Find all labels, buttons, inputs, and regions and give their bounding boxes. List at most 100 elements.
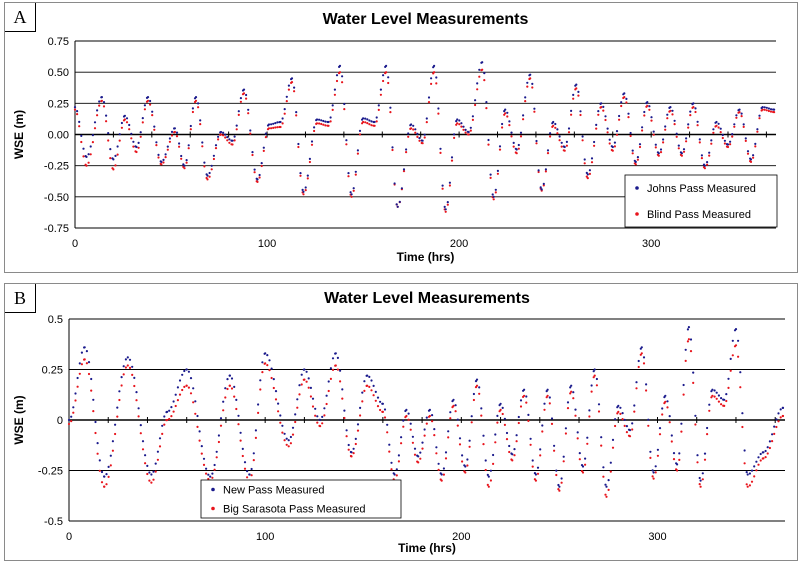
data-point (574, 408, 577, 411)
data-point (515, 152, 518, 155)
data-point (70, 420, 73, 423)
data-point (628, 429, 632, 432)
data-point (377, 108, 380, 111)
data-point (458, 119, 461, 122)
data-point (740, 115, 743, 118)
data-point (652, 477, 655, 480)
data-point (708, 154, 711, 157)
data-point (310, 143, 314, 146)
data-point (210, 168, 213, 171)
data-point (649, 456, 652, 459)
x-tick-label: 0 (66, 531, 72, 543)
data-point (98, 469, 101, 472)
data-point (512, 145, 515, 148)
data-point (358, 129, 362, 132)
data-point (496, 172, 499, 175)
data-point (672, 452, 676, 455)
data-point (249, 132, 252, 135)
data-point (343, 416, 346, 420)
data-point (170, 406, 173, 409)
data-point (197, 106, 200, 109)
data-point (689, 114, 692, 117)
data-point (100, 481, 104, 484)
data-point (553, 444, 556, 447)
data-point (475, 378, 479, 381)
data-point (228, 141, 231, 144)
data-point (412, 124, 415, 127)
data-point (511, 459, 514, 462)
data-point (471, 115, 474, 118)
data-point (300, 373, 303, 376)
water-level-chart-a: Water Level Measurements -0.75 -0.50 -0.25 0… (12, 11, 778, 264)
data-point (554, 126, 557, 129)
data-point (550, 417, 554, 420)
data-point (270, 123, 273, 126)
data-point (494, 188, 497, 191)
data-point (549, 132, 552, 135)
data-point (719, 131, 722, 134)
data-point (564, 427, 568, 430)
data-point (126, 364, 129, 367)
data-point (362, 120, 365, 124)
data-point (299, 174, 302, 177)
legend: New Pass Measured Big Sarasota Pass Measu… (200, 479, 402, 519)
data-point (461, 460, 464, 463)
data-point (519, 405, 523, 408)
data-point (529, 77, 532, 80)
data-point (297, 145, 300, 149)
data-point (470, 421, 473, 424)
data-point (385, 71, 388, 74)
data-point (519, 131, 523, 134)
data-point (435, 82, 438, 85)
data-point (250, 467, 253, 471)
data-point (633, 410, 636, 413)
data-point (725, 399, 728, 403)
data-point (437, 462, 440, 465)
data-point (402, 419, 405, 422)
data-point (773, 432, 776, 435)
data-point (491, 193, 494, 196)
data-point (157, 156, 160, 159)
data-point (354, 173, 357, 176)
data-point (390, 468, 393, 471)
data-point (313, 126, 316, 129)
data-point (352, 187, 355, 190)
data-point (593, 374, 596, 377)
data-point (414, 131, 417, 134)
data-point (682, 150, 686, 153)
data-point (366, 374, 369, 377)
data-point (771, 440, 774, 443)
data-point (224, 133, 227, 136)
data-point (579, 110, 582, 113)
data-point (148, 471, 151, 474)
data-point (453, 136, 456, 139)
y-tick-label: 0.00 (48, 130, 69, 142)
data-point (652, 133, 655, 136)
data-point (311, 397, 315, 400)
data-point (600, 436, 603, 439)
data-point (287, 439, 290, 442)
data-point (536, 472, 540, 475)
data-point (689, 350, 693, 353)
data-point (175, 131, 179, 134)
data-point (543, 408, 546, 411)
data-point (468, 439, 471, 442)
data-point (570, 390, 573, 393)
data-point (560, 477, 563, 480)
data-point (321, 415, 324, 418)
data-point (775, 418, 778, 421)
data-point (277, 410, 280, 413)
data-point (279, 125, 282, 129)
data-point (699, 479, 702, 482)
data-point (219, 133, 223, 136)
data-point (131, 365, 134, 368)
x-tick-label: 100 (258, 238, 276, 250)
data-point (742, 125, 745, 128)
data-point (646, 101, 649, 104)
data-point (412, 128, 415, 131)
data-point (83, 346, 86, 349)
data-point (525, 401, 528, 404)
data-point (160, 160, 163, 163)
data-point (684, 359, 687, 362)
data-point (635, 387, 638, 390)
